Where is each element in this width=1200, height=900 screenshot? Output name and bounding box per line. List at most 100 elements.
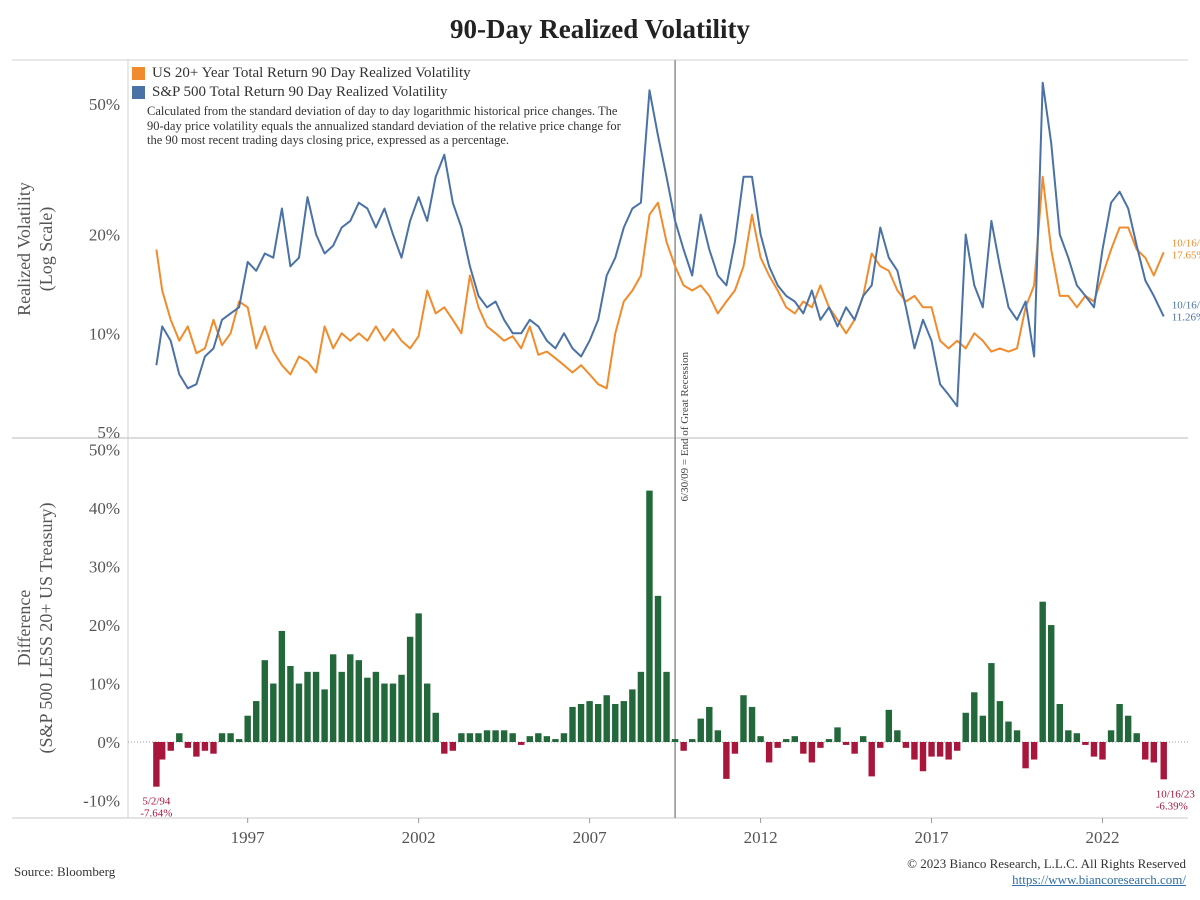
trough-date-label: 6/19/15 [862, 0, 896, 3]
difference-bar [1124, 715, 1132, 742]
difference-bar [312, 671, 320, 742]
legend-label-treasury: US 20+ Year Total Return 90 Day Realized… [152, 65, 471, 81]
difference-bar [577, 704, 585, 742]
y-tick-label: 30% [89, 558, 120, 577]
difference-bar [509, 733, 516, 742]
difference-bar [911, 742, 918, 760]
difference-bar [492, 730, 499, 742]
difference-bar [800, 742, 807, 754]
difference-bar [996, 701, 1004, 742]
difference-bar [1150, 742, 1158, 763]
difference-bar [971, 692, 978, 742]
difference-bar [945, 742, 952, 760]
y-tick-label: 0% [97, 733, 120, 752]
y-tick-label: 50% [89, 95, 120, 114]
difference-bar [842, 742, 850, 745]
difference-bar [1107, 730, 1115, 742]
trough-value-label: -5.88% [863, 0, 895, 3]
difference-bar [1133, 733, 1140, 742]
difference-bar [483, 730, 491, 742]
difference-bar [953, 742, 961, 751]
difference-bar [885, 709, 893, 742]
y-tick-label: 40% [89, 499, 120, 518]
difference-bar [834, 727, 841, 742]
difference-bar [894, 730, 901, 742]
difference-bar [731, 742, 739, 754]
difference-bar [218, 733, 226, 742]
difference-bar [415, 613, 422, 742]
difference-bar [475, 733, 482, 742]
website-link[interactable]: https://www.biancoresearch.com/ [1012, 872, 1186, 887]
difference-bar [210, 742, 217, 754]
difference-bar [526, 736, 533, 742]
difference-bar [663, 671, 670, 742]
difference-bar [381, 683, 388, 742]
difference-bar [1030, 742, 1038, 760]
difference-bar [167, 742, 174, 751]
difference-bar [1142, 742, 1149, 760]
difference-bar [680, 742, 687, 751]
difference-bar [176, 733, 183, 742]
difference-bar [740, 695, 747, 742]
difference-bar [304, 671, 311, 742]
end-label-date: 10/16/23 [1172, 237, 1200, 249]
y-axis-title: (Log Scale) [36, 207, 57, 291]
treasury-volatility-line [155, 175, 1165, 390]
trough-date-label: 10/16/23 [1156, 788, 1196, 800]
difference-bar [158, 742, 166, 760]
difference-bar [825, 739, 833, 742]
difference-bar [1022, 742, 1029, 769]
legend-swatch-blue-icon [132, 86, 145, 99]
difference-bar [535, 733, 542, 742]
difference-bar [364, 677, 371, 742]
difference-bar [620, 701, 628, 742]
x-tick-label: 1997 [231, 828, 266, 847]
difference-bar [500, 730, 508, 742]
spx-volatility-line [155, 81, 1165, 408]
difference-bar [654, 595, 662, 742]
difference-bar [594, 704, 602, 742]
difference-bar [603, 695, 610, 742]
end-label-date: 10/16/23 [1172, 299, 1200, 311]
difference-bar [902, 742, 910, 748]
difference-bar [1160, 742, 1167, 780]
difference-bar [153, 742, 160, 787]
difference-bar [441, 742, 448, 754]
y-tick-label: 10% [89, 675, 120, 694]
difference-bar [184, 742, 192, 748]
y-tick-label: 5% [97, 423, 120, 442]
difference-bar [338, 671, 345, 742]
chart-title: 90-Day Realized Volatility [450, 14, 750, 44]
difference-bar [458, 733, 465, 742]
difference-bar [612, 704, 619, 742]
difference-bar [1065, 730, 1072, 742]
difference-bar [868, 742, 875, 777]
difference-bar [432, 712, 439, 742]
trough-date-label: 5/2/94 [142, 796, 171, 808]
x-tick-label: 2002 [402, 828, 436, 847]
difference-bar [646, 490, 653, 742]
difference-bar [859, 736, 867, 742]
y-axis-title: Difference [14, 590, 34, 667]
x-tick-label: 2007 [573, 828, 608, 847]
difference-bar [1005, 721, 1012, 742]
difference-bar [748, 706, 756, 742]
trough-value-label: -6.31% [712, 0, 744, 3]
difference-bar [1099, 742, 1106, 760]
difference-bar [321, 689, 328, 742]
difference-bar [688, 739, 696, 742]
difference-bar [877, 742, 884, 748]
difference-bar [244, 715, 251, 742]
difference-bar [808, 742, 816, 763]
difference-bar [253, 701, 260, 742]
difference-bar [372, 671, 380, 742]
difference-bar [697, 718, 704, 742]
y-axis-title: Realized Volatility [14, 182, 34, 316]
difference-bar [817, 742, 824, 748]
legend: US 20+ Year Total Return 90 Day Realized… [132, 64, 632, 148]
difference-bar [962, 712, 969, 742]
difference-bar [543, 736, 551, 742]
legend-note: Calculated from the standard deviation o… [147, 104, 621, 147]
difference-bar [637, 671, 645, 742]
legend-item-spx: S&P 500 Total Return 90 Day Realized Vol… [132, 83, 632, 102]
